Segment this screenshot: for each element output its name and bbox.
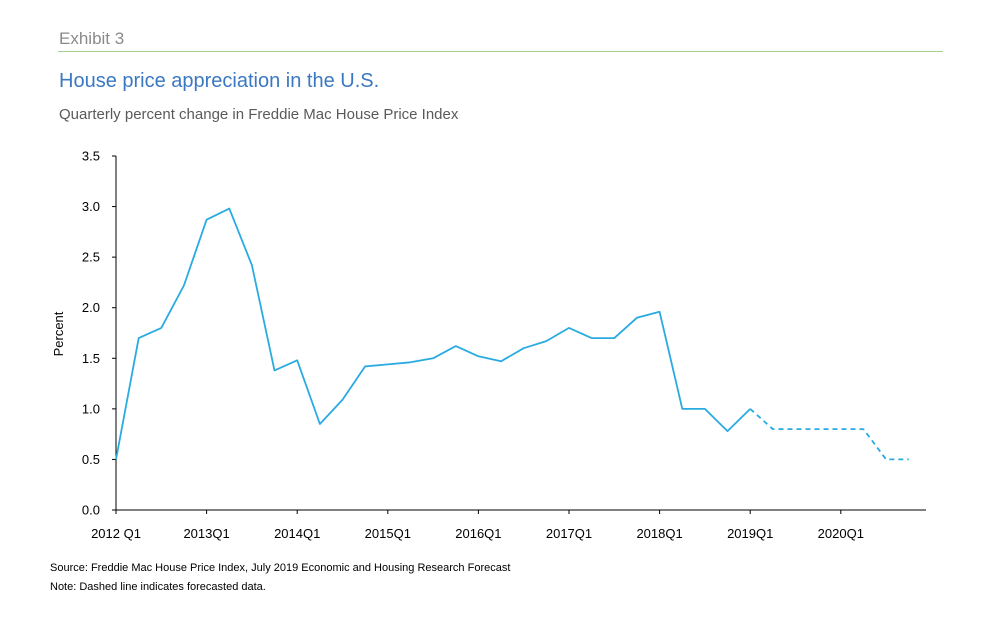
x-tick-label: 2013Q1 xyxy=(183,526,229,541)
actual-series-line xyxy=(115,207,751,460)
y-tick-label: 2.5 xyxy=(82,250,100,265)
forecast-note: Note: Dashed line indicates forecasted d… xyxy=(50,581,266,593)
x-tick-label: 2016Q1 xyxy=(455,526,501,541)
y-tick-label: 0.5 xyxy=(82,452,100,467)
forecast-series-line xyxy=(749,408,909,461)
source-note: Source: Freddie Mac House Price Index, J… xyxy=(50,562,511,574)
exhibit-label: Exhibit 3 xyxy=(59,29,125,48)
x-tick-label: 2014Q1 xyxy=(274,526,320,541)
chart-subtitle: Quarterly percent change in Freddie Mac … xyxy=(59,106,459,123)
chart-axes xyxy=(115,156,926,511)
x-tick-label: 2019Q1 xyxy=(727,526,773,541)
y-axis-ticks: 0.0 0.5 1.0 1.5 2.0 2.5 3.0 3.5 xyxy=(82,149,116,518)
y-tick-label: 0.0 xyxy=(82,503,100,518)
y-axis-label: Percent xyxy=(51,311,66,356)
header-divider xyxy=(58,51,943,52)
y-tick-label: 1.0 xyxy=(82,401,100,416)
x-tick-label: 2020Q1 xyxy=(818,526,864,541)
x-tick-label: 2017Q1 xyxy=(546,526,592,541)
x-tick-label: 2018Q1 xyxy=(636,526,682,541)
x-tick-label: 2015Q1 xyxy=(365,526,411,541)
y-tick-label: 3.0 xyxy=(82,199,100,214)
y-tick-label: 2.0 xyxy=(82,300,100,315)
y-tick-label: 3.5 xyxy=(82,149,100,164)
x-axis-ticks: 2012 Q1 2013Q1 2014Q1 2015Q1 2016Q1 2017Q1 201… xyxy=(91,510,864,541)
chart-title: House price appreciation in the U.S. xyxy=(59,70,380,92)
x-tick-label: 2012 Q1 xyxy=(91,526,141,541)
y-tick-label: 1.5 xyxy=(82,351,100,366)
series-lines xyxy=(115,207,909,461)
